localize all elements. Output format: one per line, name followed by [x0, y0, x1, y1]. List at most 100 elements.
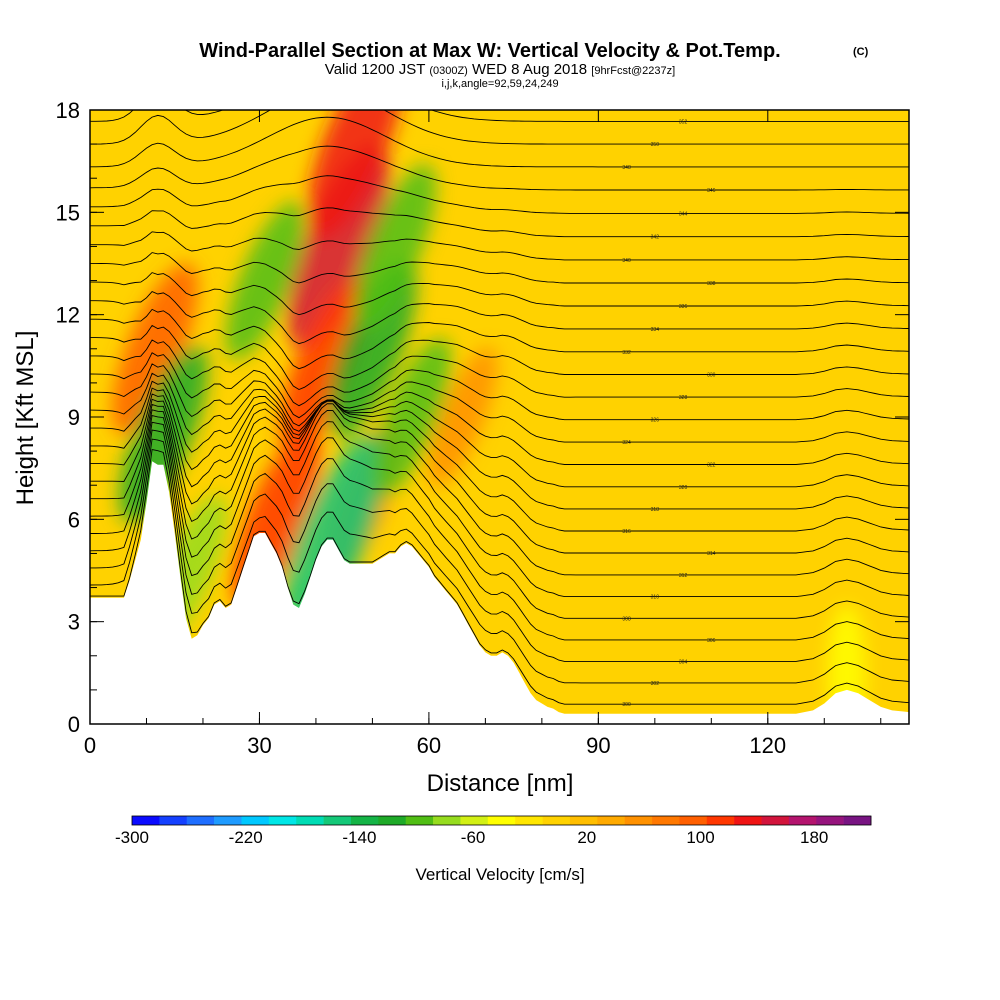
isentrope-label-328: 328 — [679, 395, 688, 401]
colorbar-swatch-18 — [624, 816, 653, 825]
isentrope-312 — [90, 403, 909, 576]
isentrope-label-308: 308 — [622, 616, 631, 622]
isentrope-label-336: 336 — [679, 304, 688, 310]
colorbar-swatch-25 — [816, 816, 844, 825]
forecast-info: [9hrFcst@2237z] — [591, 65, 675, 77]
isentrope-340 — [90, 231, 909, 261]
colorbar-swatch-11 — [433, 816, 461, 825]
isentrope-label-316: 316 — [622, 529, 631, 535]
w-feature-10 — [225, 201, 305, 360]
colorbar-swatch-24 — [788, 816, 817, 825]
colorbar-swatch-7 — [323, 816, 352, 825]
isentrope-324 — [90, 363, 909, 443]
isentrope-352 — [90, 110, 909, 122]
isentrope-label-320: 320 — [679, 485, 688, 491]
w-feature-1 — [279, 277, 370, 455]
isentrope-306 — [90, 421, 909, 641]
colorbar-tick-labels: -300 -220 -140 -60 20 100 180 — [115, 828, 828, 847]
isentrope-348 — [90, 116, 909, 168]
y-tick-label-6: 6 — [68, 507, 80, 532]
colorbar-swatch-1 — [159, 816, 188, 825]
colorbar-tick-label: -300 — [115, 828, 149, 847]
isentrope-label-342: 342 — [651, 235, 660, 241]
isentrope-label-310: 310 — [651, 595, 660, 601]
isentrope-316 — [90, 393, 909, 532]
colorbar-label: Vertical Velocity [cm/s] — [415, 865, 584, 884]
y-axis-label: Height [Kft MSL] — [12, 331, 39, 506]
colorbar-swatch-23 — [761, 816, 790, 825]
colorbar — [131, 815, 872, 826]
isentrope-338 — [90, 252, 909, 284]
colorbar-swatch-0 — [132, 816, 160, 825]
valid-date: WED 8 Aug 2018 — [472, 61, 587, 78]
colorbar-swatch-3 — [214, 816, 242, 825]
isentrope-344 — [90, 175, 909, 214]
isentrope-320 — [90, 380, 909, 488]
w-feature-13 — [372, 337, 452, 497]
copyright-mark: (C) — [853, 46, 869, 58]
y-tick-label-15: 15 — [56, 200, 80, 225]
colorbar-swatch-26 — [843, 816, 872, 825]
isentrope-label-304: 304 — [679, 659, 688, 665]
isentrope-label-330: 330 — [707, 372, 716, 378]
isentrope-label-312: 312 — [679, 573, 688, 579]
potential-temperature-contours: 300 302 304 306 308 310 312 314 316 318 320 322 324 3… — [90, 110, 909, 708]
isentrope-label-322: 322 — [707, 462, 716, 468]
indices-line: i,j,k,angle=92,59,24,249 — [441, 78, 558, 90]
isentrope-label-334: 334 — [651, 327, 660, 333]
y-tick-label-0: 0 — [68, 712, 80, 737]
x-tick-label-0: 0 — [84, 733, 96, 758]
terrain-mask — [90, 461, 909, 724]
colorbar-swatch-15 — [542, 816, 571, 825]
colorbar-swatch-12 — [460, 816, 489, 825]
w-feature-2 — [307, 110, 404, 240]
y-tick-label-18: 18 — [56, 98, 80, 123]
isentrope-label-324: 324 — [622, 440, 631, 446]
colorbar-tick-label: 180 — [800, 828, 828, 847]
isentrope-328 — [90, 339, 909, 407]
isentrope-302 — [90, 438, 909, 684]
x-tick-label-90: 90 — [586, 733, 610, 758]
isentrope-346 — [90, 145, 909, 191]
isentrope-label-338: 338 — [707, 281, 716, 287]
isentrope-label-352: 352 — [679, 119, 688, 125]
isentrope-label-318: 318 — [651, 507, 660, 513]
colorbar-tick-label: -60 — [461, 828, 486, 847]
x-axis-label: Distance [nm] — [427, 770, 574, 797]
colorbar-swatch-21 — [706, 816, 735, 825]
isentrope-label-332: 332 — [622, 350, 631, 356]
isentrope-308 — [90, 415, 909, 619]
y-tick-label-3: 3 — [68, 610, 80, 635]
isentrope-336 — [90, 272, 909, 316]
colorbar-tick-label: -220 — [229, 828, 263, 847]
colorbar-tick-label: 100 — [686, 828, 714, 847]
isentrope-label-344: 344 — [679, 211, 688, 217]
colorbar-swatch-5 — [268, 816, 297, 825]
valid-prefix: Valid 1200 JST — [325, 61, 425, 78]
isentrope-310 — [90, 409, 909, 598]
isentrope-label-340: 340 — [622, 258, 631, 264]
isentrope-label-302: 302 — [651, 681, 660, 687]
colorbar-swatch-14 — [515, 816, 543, 825]
colorbar-swatch-22 — [734, 816, 762, 825]
x-axis-ticks: 0 30 60 90 120 — [84, 110, 882, 758]
w-feature-6 — [428, 346, 498, 488]
isentrope-318 — [90, 387, 909, 510]
isentrope-330 — [90, 324, 909, 391]
y-axis-ticks: 0 3 6 9 12 15 18 — [56, 98, 909, 737]
isentrope-label-348: 348 — [622, 165, 631, 171]
isentrope-342 — [90, 207, 909, 238]
w-feature-3 — [112, 263, 198, 435]
colorbar-swatch-10 — [405, 816, 434, 825]
colorbar-swatch-19 — [652, 816, 680, 825]
isentrope-label-306: 306 — [707, 638, 716, 644]
colorbar-swatch-20 — [679, 816, 708, 825]
colorbar-swatch-2 — [186, 816, 215, 825]
isentrope-label-300: 300 — [622, 702, 631, 708]
valid-time-line: Valid 1200 JST (0300Z) WED 8 Aug 2018 [9… — [325, 61, 675, 78]
colorbar-tick-label: -140 — [342, 828, 376, 847]
colorbar-swatch-6 — [296, 816, 324, 825]
colorbar-swatch-13 — [487, 816, 516, 825]
colorbar-swatch-16 — [569, 816, 598, 825]
